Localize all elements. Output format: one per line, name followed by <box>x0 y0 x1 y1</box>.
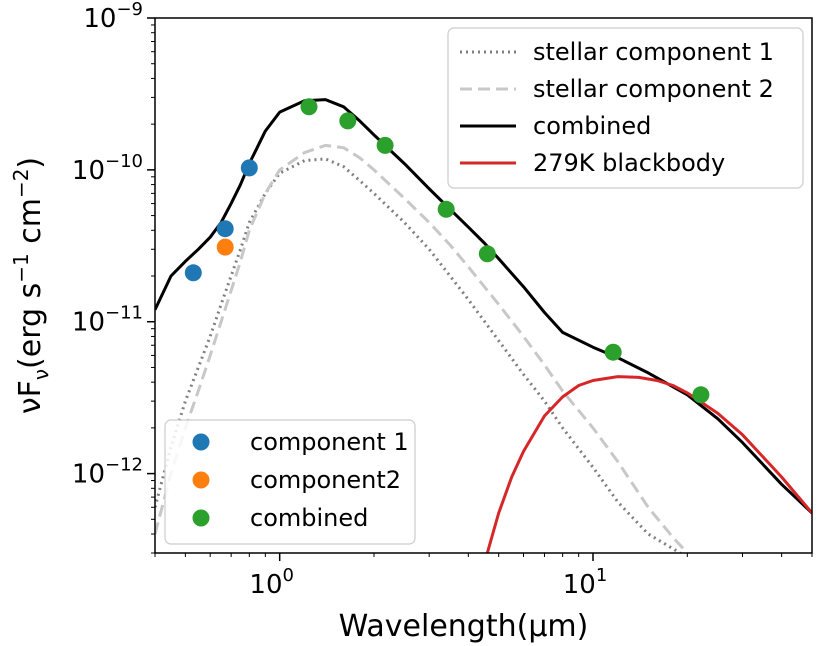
legend-point-label-1: component2 <box>250 466 401 494</box>
point-component-1-1 <box>216 220 234 238</box>
legend-point-swatch-2 <box>192 509 210 527</box>
series-line-stellar-component-2 <box>155 143 689 553</box>
x-tick-label-1: 101 <box>563 565 608 600</box>
point-combined-3 <box>437 200 455 218</box>
point-combined-0 <box>300 98 318 116</box>
legend-lines: stellar component 1 stellar component 2 co… <box>447 27 804 189</box>
legend-line-label-0: stellar component 1 <box>533 38 774 66</box>
legend-point-swatch-0 <box>192 433 210 451</box>
legend-line-label-1: stellar component 2 <box>533 75 774 103</box>
plot-area <box>155 98 812 553</box>
y-tick-label-1: 10−11 <box>72 303 143 338</box>
legend-point-swatch-1 <box>192 471 210 489</box>
y-tick-label-0: 10−12 <box>72 455 143 490</box>
legend-lines-box <box>447 27 804 189</box>
point-combined-2 <box>376 136 394 154</box>
point-combined-1 <box>339 112 357 130</box>
point-combined-6 <box>692 386 710 404</box>
point-component2-0 <box>216 238 234 256</box>
axes-frame <box>154 17 813 554</box>
y-tick-label-3: 10−9 <box>83 0 143 34</box>
legend-point-label-0: component 1 <box>250 428 409 456</box>
legend-line-label-3: 279K blackbody <box>533 149 725 177</box>
legend-points: component 1 component2 combined <box>164 419 416 545</box>
legend-points-box <box>164 419 416 545</box>
series-line-279k-blackbody <box>485 375 812 553</box>
legend-point-label-2: combined <box>250 504 368 532</box>
x-tick-label-0: 100 <box>249 565 294 600</box>
y-tick-label-2: 10−10 <box>72 151 143 186</box>
point-component-1-0 <box>184 264 202 282</box>
y-axis-title: νFν(erg s−1 cm−2) <box>9 157 53 414</box>
x-axis-title: Wavelength(μm) <box>339 609 589 644</box>
legend-line-label-2: combined <box>533 112 651 140</box>
point-combined-4 <box>478 245 496 263</box>
point-component-1-2 <box>240 159 258 177</box>
series-line-combined <box>155 98 812 515</box>
point-combined-5 <box>604 343 622 361</box>
